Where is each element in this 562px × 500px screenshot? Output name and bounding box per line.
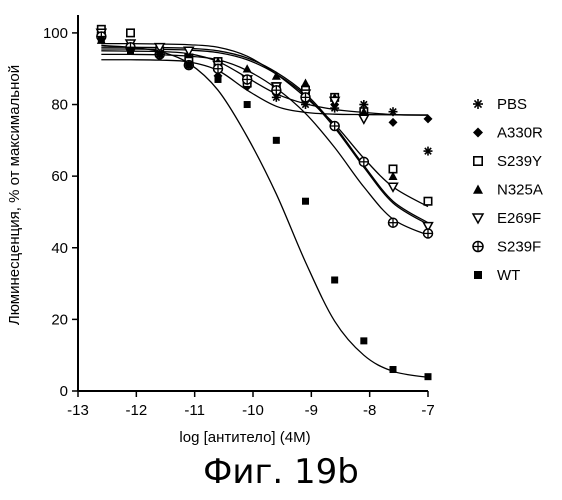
x-tick-label: -12 — [125, 402, 147, 419]
data-point-pbs — [389, 107, 398, 116]
data-point-wt — [390, 366, 397, 373]
x-tick-label: -11 — [184, 402, 205, 419]
data-point-wt — [273, 137, 280, 144]
data-point-e269f — [359, 115, 368, 123]
y-tick-label: 0 — [60, 383, 68, 400]
x-tick-label: -8 — [363, 402, 376, 419]
x-tick-label: -10 — [242, 402, 264, 419]
legend-label-wt: WT — [497, 267, 520, 284]
data-point-s239y — [389, 165, 396, 172]
legend: PBS A330R S239Y N325A E269F S239F WT — [473, 96, 543, 284]
legend-label-s239y: S239Y — [497, 153, 542, 170]
fit-curve-e269f — [101, 49, 428, 224]
data-point-wt — [331, 276, 338, 283]
data-point-pbs — [424, 147, 433, 156]
dose-response-chart: -13 -12 -11 -10 -9 -8 -7 0 20 40 60 80 100 log [ант… — [0, 0, 562, 450]
legend-label-pbs: PBS — [497, 96, 527, 113]
figure-caption: Фиг. 19b — [0, 452, 562, 492]
data-point-wt — [98, 37, 105, 44]
data-point-n325a — [301, 79, 310, 87]
legend-label-n325a: N325A — [497, 182, 543, 199]
x-tick-label: -7 — [421, 402, 434, 419]
y-tick-label: 100 — [43, 25, 68, 42]
legend-label-s239f: S239F — [497, 239, 541, 256]
data-point-s239f — [243, 75, 252, 84]
y-axis-title: Люминесценция, % от максимальной — [6, 65, 23, 325]
data-point-s239f — [301, 93, 310, 102]
legend-label-e269f: E269F — [497, 210, 541, 227]
fit-curve-n325a — [101, 47, 428, 222]
y-tick-label: 20 — [51, 311, 68, 328]
data-point-s239f — [272, 86, 281, 95]
plot-area — [97, 26, 433, 381]
data-point-s239f — [330, 122, 339, 131]
data-point-e269f — [389, 183, 398, 191]
data-point-wt — [156, 51, 163, 58]
axes — [78, 15, 428, 391]
x-axis-title: log [антитело] (4M) — [179, 429, 310, 446]
data-point-wt — [215, 76, 222, 83]
legend-marker-e269f — [473, 214, 483, 223]
legend-marker-a330r — [473, 128, 483, 138]
legend-marker-pbs — [473, 99, 483, 109]
y-tick-label: 80 — [51, 97, 68, 114]
fit-curve-s239f — [101, 54, 428, 235]
fit-curve-wt — [101, 45, 428, 377]
y-axis-ticks: 0 20 40 60 80 100 — [43, 25, 78, 400]
data-point-wt — [360, 337, 367, 344]
y-tick-label: 60 — [51, 168, 68, 185]
data-point-s239y — [127, 29, 134, 36]
x-tick-label: -9 — [305, 402, 318, 419]
data-point-s239f — [424, 229, 433, 238]
data-point-wt — [244, 101, 251, 108]
legend-marker-wt — [474, 271, 482, 279]
y-tick-label: 40 — [51, 240, 68, 257]
data-point-s239f — [389, 218, 398, 227]
legend-marker-s239y — [474, 157, 482, 165]
data-point-wt — [185, 62, 192, 69]
legend-label-a330r: A330R — [497, 125, 543, 142]
legend-marker-n325a — [473, 185, 483, 194]
data-point-s239f — [214, 64, 223, 73]
legend-marker-s239f — [473, 242, 483, 252]
data-point-a330r — [389, 118, 398, 127]
x-tick-label: -13 — [67, 402, 89, 419]
data-point-wt — [425, 373, 432, 380]
data-point-wt — [127, 47, 134, 54]
data-point-s239y — [424, 198, 431, 205]
data-point-s239f — [359, 157, 368, 166]
data-point-wt — [302, 198, 309, 205]
x-axis-ticks: -13 -12 -11 -10 -9 -8 -7 — [67, 391, 435, 419]
